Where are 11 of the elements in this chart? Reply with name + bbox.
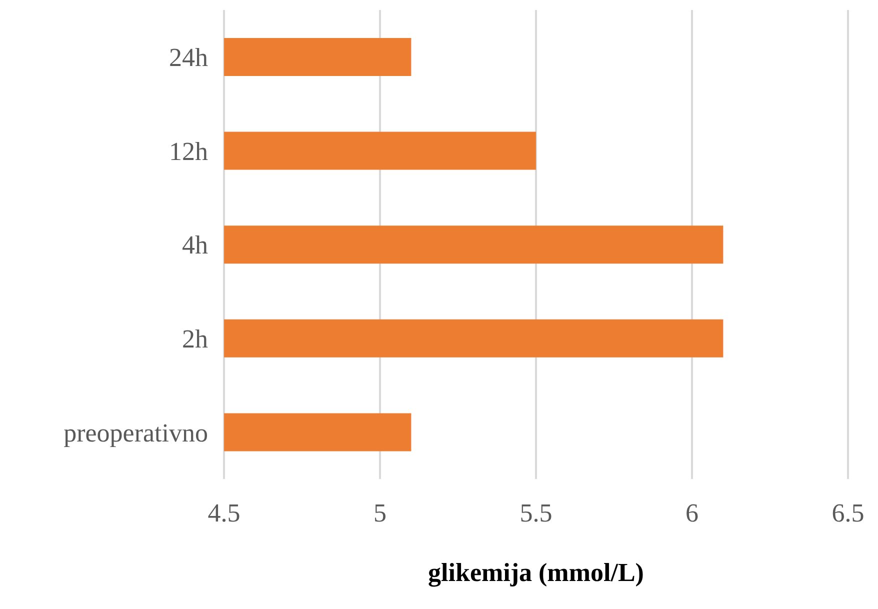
x-tick-label: 6 (686, 498, 698, 528)
y-tick-label: 2h (182, 324, 208, 354)
x-tick-label: 5.5 (520, 498, 552, 528)
x-tick-label: 5 (374, 498, 386, 528)
y-tick-label: preoperativno (64, 418, 208, 448)
x-tick-label: 6.5 (832, 498, 864, 528)
y-tick-label: 4h (182, 230, 208, 260)
x-axis-title: glikemija (mmol/L) (428, 558, 644, 587)
x-tick-label: 4.5 (208, 498, 240, 528)
y-tick-label: 24h (169, 43, 208, 72)
y-tick-label: 12h (169, 136, 208, 166)
